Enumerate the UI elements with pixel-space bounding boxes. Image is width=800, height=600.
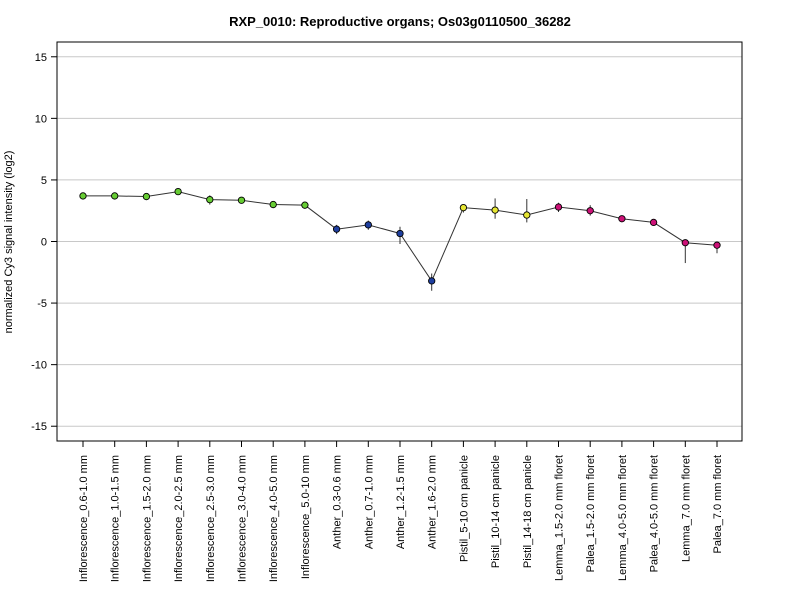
x-tick-label: Palea_7.0 mm floret: [712, 455, 724, 553]
chart-title: RXP_0010: Reproductive organs; Os03g0110…: [229, 14, 571, 29]
y-tick-label: -10: [31, 360, 47, 372]
series: [79, 187, 721, 291]
x-tick-label: Inflorescence_4.0-5.0 mm: [268, 455, 280, 582]
data-point: [713, 241, 721, 249]
data-point: [79, 192, 87, 200]
data-point: [301, 201, 309, 209]
data-point: [206, 195, 214, 204]
data-point: [174, 187, 182, 196]
x-tick-label: Inflorescence_1.5-2.0 mm: [141, 455, 153, 582]
data-point: [523, 211, 531, 219]
y-tick-label: -15: [31, 421, 47, 433]
data-point: [681, 239, 689, 247]
data-point: [554, 203, 563, 211]
y-tick-label: -5: [37, 298, 47, 310]
data-point: [396, 229, 404, 238]
x-tick-label: Inflorescence_5.0-10 mm: [300, 455, 312, 579]
data-point: [618, 215, 626, 223]
data-point: [142, 192, 151, 201]
x-tick-label: Inflorescence_2.0-2.5 mm: [173, 455, 185, 582]
x-tick-label: Lemma_1.5-2.0 mm floret: [554, 455, 566, 581]
data-point: [586, 207, 594, 215]
y-axis-label: normalized Cy3 signal intensity (log2): [3, 151, 15, 334]
x-tick-label: Palea_1.5-2.0 mm floret: [585, 455, 597, 572]
x-tick-label: Anther_0.3-0.6 mm: [332, 455, 344, 549]
x-tick-label: Pistil_5-10 cm panicle: [458, 455, 470, 562]
y-tick-label: 0: [41, 237, 47, 249]
grid-lines: [57, 56, 742, 427]
x-tick-label: Palea_4.0-5.0 mm floret: [649, 455, 661, 572]
x-tick-label: Lemma_7.0 mm floret: [680, 455, 692, 562]
data-point: [332, 225, 341, 233]
y-axis-ticks: 15 10 5 0 -5 -10 -15: [31, 52, 57, 433]
x-tick-label: Inflorescence_1.0-1.5 mm: [110, 455, 122, 582]
x-tick-label: Anther_0.7-1.0 mm: [363, 455, 375, 549]
x-tick-label: Pistil_10-14 cm panicle: [490, 455, 502, 568]
data-point: [459, 203, 468, 212]
data-point: [649, 218, 658, 227]
x-tick-label: Inflorescence_2.5-3.0 mm: [205, 455, 217, 582]
data-point: [269, 200, 277, 209]
y-tick-label: 10: [35, 113, 47, 125]
x-tick-label: Pistil_14-18 cm panicle: [522, 455, 534, 568]
y-tick-label: 15: [35, 52, 47, 64]
data-point: [428, 277, 436, 285]
data-point: [491, 206, 499, 214]
x-axis-ticks: Inflorescence_0.6-1.0 mm Inflorescence_1.…: [78, 441, 724, 582]
x-tick-label: Inflorescence_0.6-1.0 mm: [78, 455, 90, 582]
x-tick-label: Lemma_4.0-5.0 mm floret: [617, 455, 629, 581]
x-tick-label: Anther_1.2-1.5 mm: [395, 455, 407, 549]
x-tick-label: Anther_1.6-2.0 mm: [427, 455, 439, 549]
y-tick-label: 5: [41, 175, 47, 187]
data-point: [111, 192, 119, 200]
x-tick-label: Inflorescence_3.0-4.0 mm: [237, 455, 249, 582]
data-point: [237, 196, 246, 204]
data-point: [364, 221, 372, 229]
